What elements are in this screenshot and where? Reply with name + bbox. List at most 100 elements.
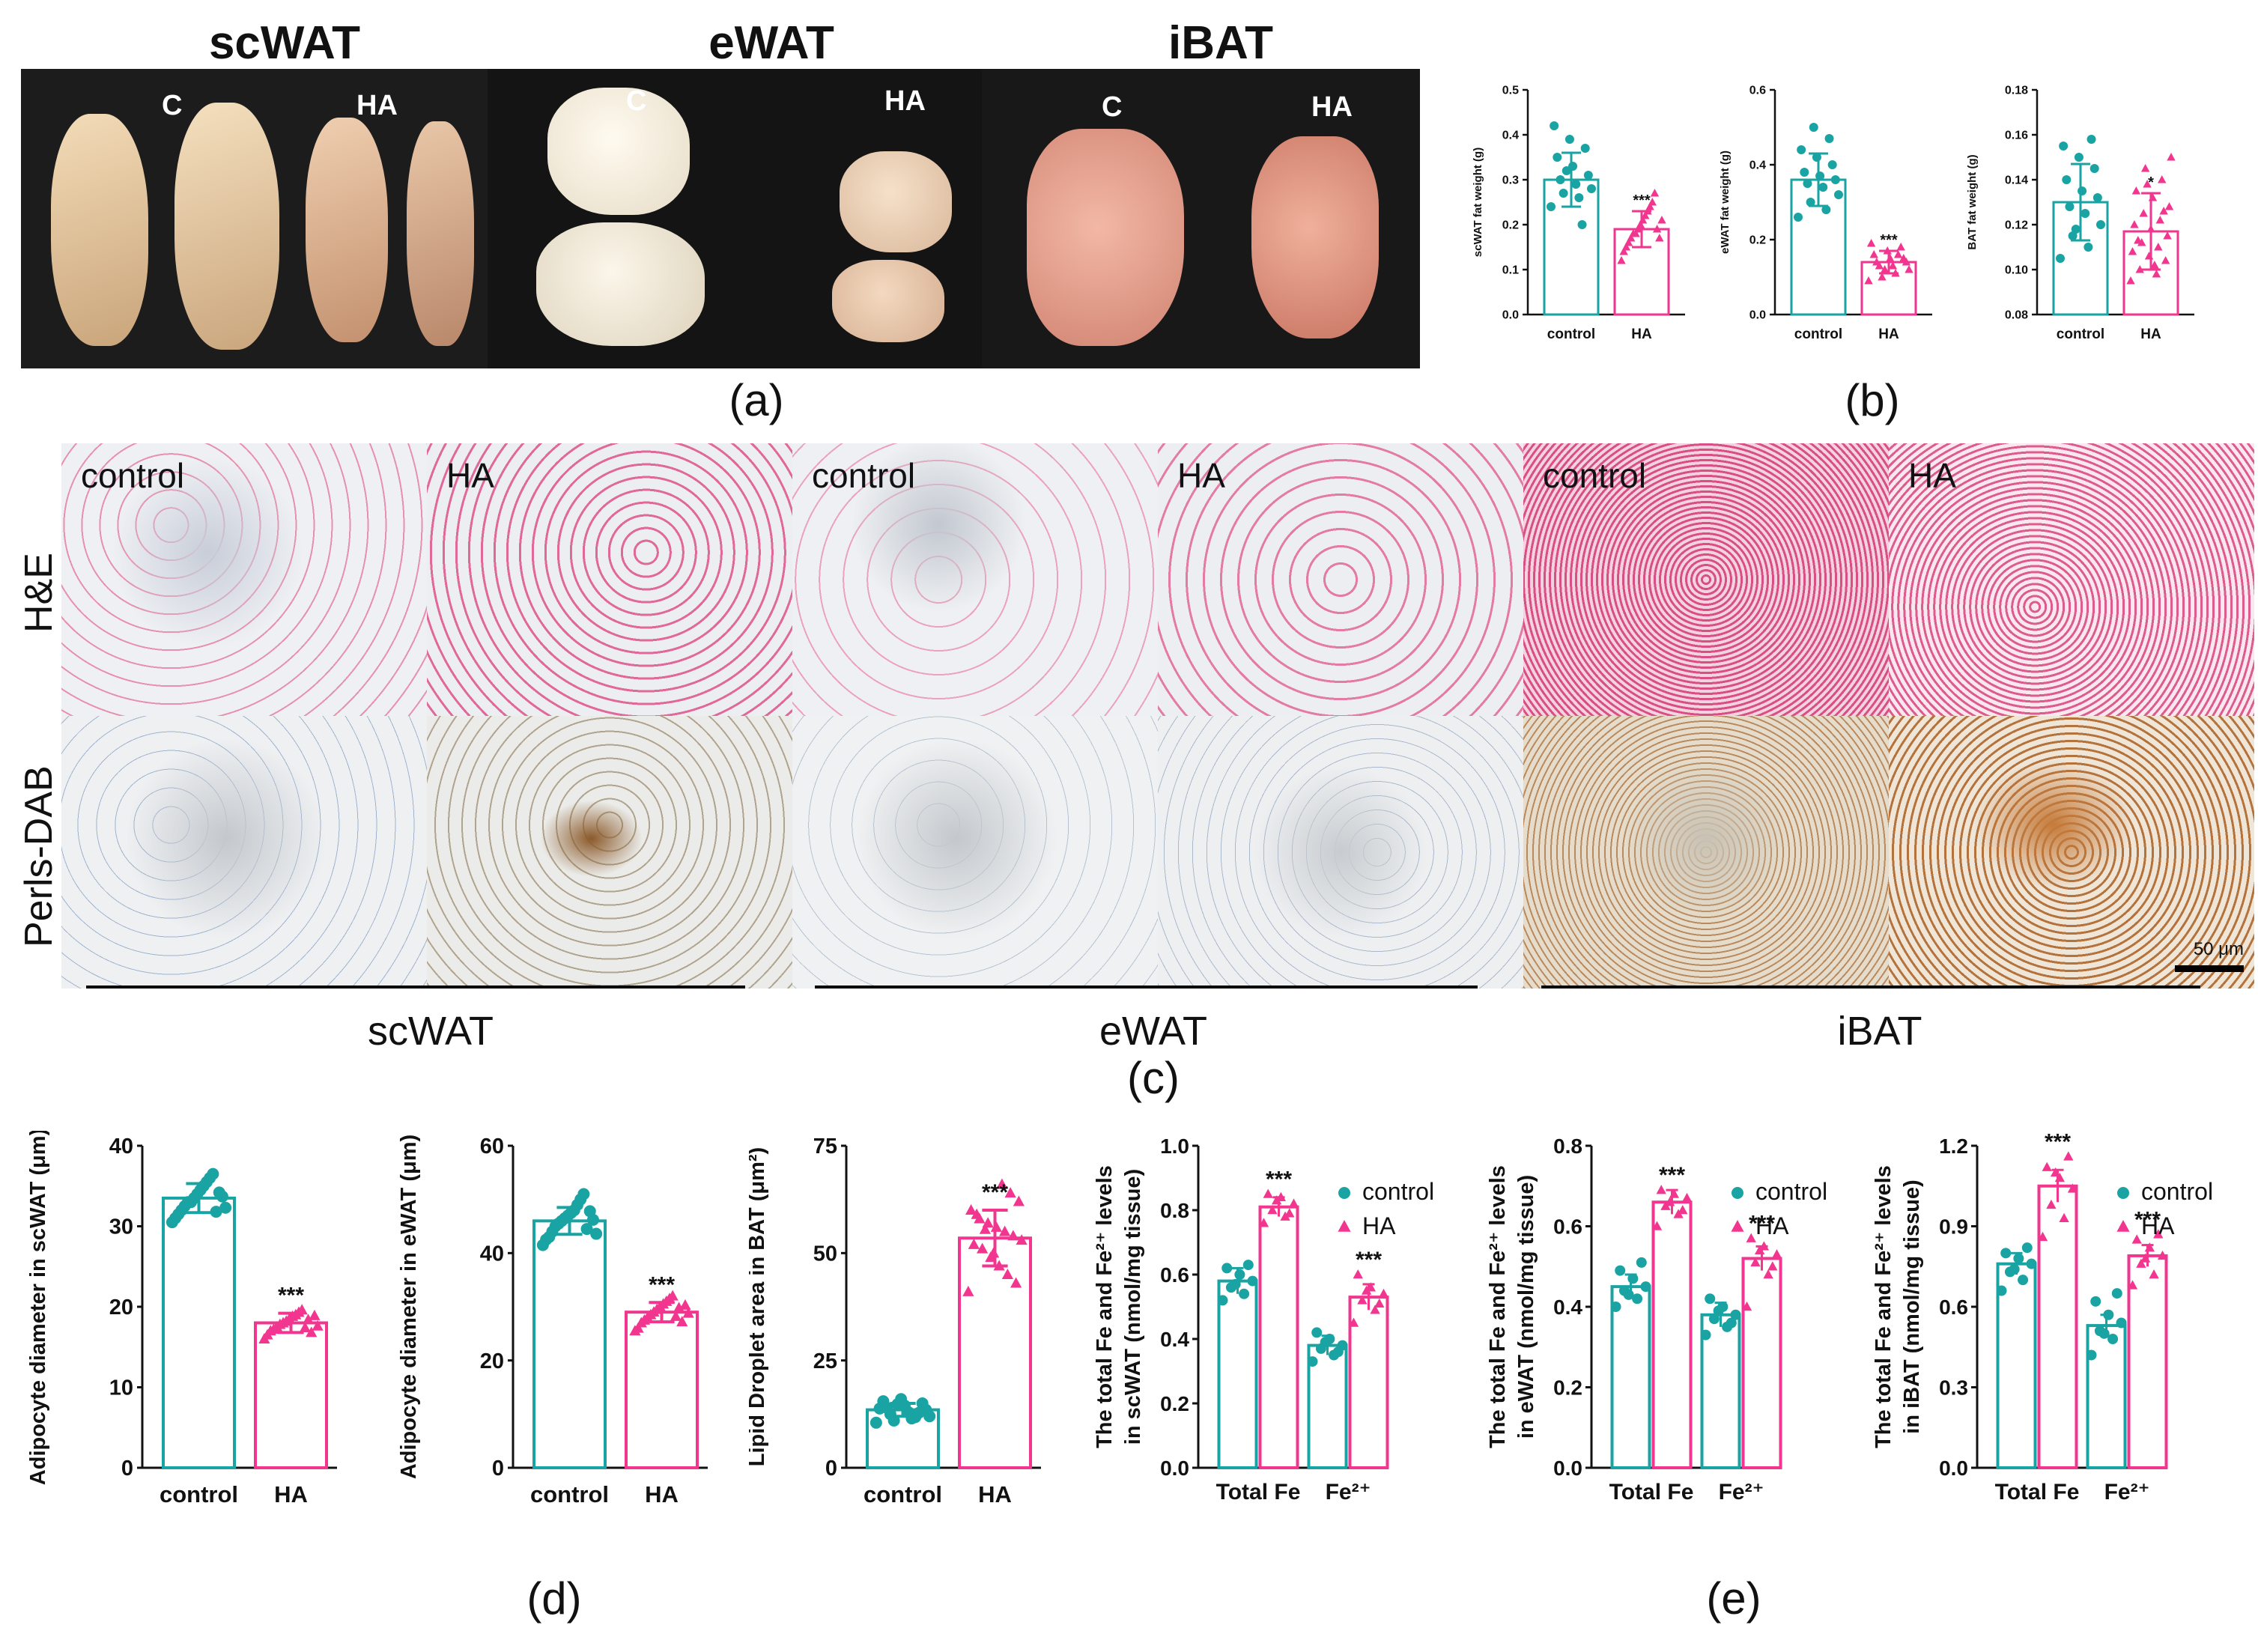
b1-ytick-label-0: 0.0 [1502,309,1519,322]
e2-point-0-0-5 [1615,1265,1626,1276]
d3-cat-1: HA [978,1481,1012,1507]
e3-cat-0: Total Fe [1995,1480,2080,1504]
d3-ytick-label-3: 75 [813,1135,837,1158]
b2-point-1-10 [1869,250,1878,258]
d1-sig-1: *** [278,1284,304,1308]
e3-point-1-0-0 [2086,1349,2097,1361]
b1-point-1-6 [1631,229,1640,237]
e2-point-1-0-0 [1700,1329,1711,1340]
photo-ibat: C HA [982,69,1420,368]
e3-legend-marker-control [2117,1187,2129,1199]
e3-ytick-label-4: 1.2 [1939,1135,1968,1158]
b3-point-1-22 [2143,180,2152,188]
d2-ylabel: Adipocyte diameter in eWAT (μm) [397,1135,421,1479]
b2-point-1-1 [1878,273,1887,281]
b2-cat-0: control [1794,327,1842,342]
e3-ytick-label-2: 0.6 [1939,1296,1968,1319]
e2-bar-0-0 [1610,1285,1651,1469]
d1-ytick-label-0: 0 [121,1457,133,1481]
b3-point-1-0 [2126,276,2135,285]
e2-point-1-0-7 [1713,1305,1724,1317]
e2-point-1-1-0 [1741,1302,1752,1311]
b3-point-1-18 [2167,153,2176,161]
d2-point-0-17 [590,1227,603,1240]
e2-point-1-0-6 [1726,1317,1737,1328]
chart-adipocyte-diameter-scwat: 0 10 20 30 40 Adipocyte diameter in scWAT (μm… [26,1131,337,1507]
caption-a: (a) [729,375,784,425]
e2-point-0-0-3 [1640,1281,1651,1293]
e1-bar-0-0 [1217,1279,1258,1469]
b2-point-1-8 [1886,254,1895,262]
e2-point-1-1-2 [1750,1257,1761,1267]
b3-ytick-label-2: 0.12 [2005,219,2028,232]
b1-point-0-6 [1583,171,1593,180]
e1-legend-marker-control [1338,1187,1350,1199]
b2-point-0-5 [1803,179,1812,188]
e1-ytick-label-0: 0.0 [1160,1457,1189,1480]
b3-point-1-3 [2161,256,2170,264]
d1-bar-0 [162,1196,236,1469]
e1-point-0-0-3 [1247,1275,1258,1287]
d2-point-0-14 [580,1223,593,1236]
caption-e: (e) [1706,1573,1761,1624]
b3-point-1-14 [2148,193,2158,201]
e1-ytick-label-5: 1.0 [1160,1135,1189,1158]
b3-point-0-11 [2059,142,2069,151]
d3-bar-1 [958,1236,1032,1469]
e1-point-1-0-6 [1332,1346,1344,1358]
e2-point-1-1-3 [1771,1249,1782,1259]
micro-label-6: HA [1908,456,1956,495]
b2-point-0-9 [1827,160,1837,169]
d2-point-0-16 [586,1213,599,1226]
b3-point-1-21 [2159,207,2168,215]
b1-point-0-9 [1580,144,1590,153]
perls-image-5 [1523,716,1889,989]
d1-point-0-14 [210,1206,222,1218]
chart-iron-scwat: 0.0 0.2 0.4 0.6 0.8 1.0 The total Fe and Fe²⁺ … [1093,1135,1434,1504]
e2-point-0-0-1 [1632,1293,1643,1305]
b1-point-0-4 [1571,180,1581,189]
b3-point-0-9 [2089,164,2099,173]
b3-point-0-2 [2068,231,2078,240]
e1-cat-1: Fe²⁺ [1326,1480,1371,1504]
underline-ibat [1541,986,2200,989]
b2-point-1-9 [1899,254,1908,262]
b1-point-1-4 [1627,234,1636,242]
d3-point-1-2 [1001,1269,1013,1279]
e1-point-0-0-0 [1217,1295,1228,1306]
e3-point-0-0-4 [2013,1253,2024,1264]
b1-point-1-14 [1650,189,1660,197]
d1-point-1-16 [309,1309,321,1320]
b1-point-1-12 [1645,202,1654,210]
d3-ytick-label-0: 0 [825,1457,837,1481]
e2-ylabel-1: The total Fe and Fe²⁺ levels [1486,1165,1510,1448]
e1-point-1-1-3 [1378,1288,1389,1299]
e2-point-0-1-3 [1681,1192,1693,1203]
b3-point-0-4 [2081,209,2090,218]
d3-point-1-13 [965,1204,977,1215]
d1-ytick-label-2: 20 [109,1296,133,1320]
d2-sig-1: *** [649,1272,675,1297]
d1-point-0-17 [219,1201,232,1214]
b1-point-1-3 [1624,238,1633,246]
e2-ytick-label-2: 0.4 [1553,1296,1582,1319]
b3-point-0-0 [2056,254,2065,263]
perls-image-4 [1158,716,1523,989]
d1-point-0-13 [207,1167,219,1180]
e3-ytick-label-1: 0.3 [1939,1376,1968,1400]
e3-legend-control: control [2141,1178,2213,1205]
b3-point-1-1 [2152,270,2161,278]
b3-point-1-12 [2139,209,2148,217]
e1-point-1-0-7 [1320,1337,1331,1348]
e3-point-1-0-5 [2090,1296,2101,1307]
b1-point-1-10 [1641,211,1650,219]
e3-point-1-1-0 [2127,1280,2138,1290]
b1-point-0-1 [1574,193,1584,202]
b3-point-0-6 [2092,193,2102,202]
d1-ytick-label-3: 30 [109,1215,133,1239]
perls-image-2 [427,716,792,989]
e1-ytick-label-1: 0.2 [1160,1392,1189,1415]
e1-ytick-label-4: 0.8 [1160,1199,1189,1222]
b1-point-1-1 [1619,247,1628,255]
b2-point-0-1 [1821,205,1831,214]
